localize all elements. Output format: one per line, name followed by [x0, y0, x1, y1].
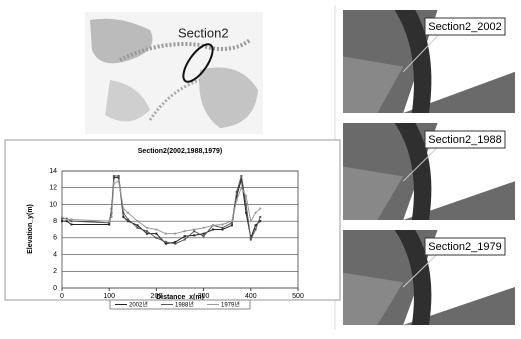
point	[193, 229, 195, 231]
point	[70, 223, 72, 225]
point	[146, 227, 148, 229]
point	[165, 241, 167, 243]
panel-label: Section2_1979	[428, 241, 501, 253]
point	[255, 229, 257, 231]
point	[108, 220, 110, 222]
point	[118, 180, 120, 182]
point	[245, 203, 247, 205]
point	[127, 212, 129, 214]
point	[255, 224, 257, 226]
point	[231, 224, 233, 226]
point	[259, 208, 261, 210]
point	[221, 227, 223, 229]
point	[137, 227, 139, 229]
y-tick-label: 6	[53, 235, 57, 242]
point	[236, 191, 238, 193]
point	[184, 230, 186, 232]
point	[240, 187, 242, 189]
point	[245, 195, 247, 197]
y-tick-label: 8	[53, 218, 57, 225]
y-tick-label: 12	[49, 185, 57, 192]
y-axis-label: Elevation_y(m)	[27, 204, 34, 254]
map-label: Section2	[178, 25, 229, 40]
point	[259, 216, 261, 218]
point	[174, 233, 176, 235]
y-tick-label: 14	[49, 168, 57, 175]
point	[255, 212, 257, 214]
point	[193, 234, 195, 236]
point	[122, 208, 124, 210]
point	[70, 218, 72, 220]
point	[212, 224, 214, 226]
point	[155, 237, 157, 239]
point	[221, 223, 223, 225]
point	[146, 233, 148, 235]
point	[113, 183, 115, 185]
panels: Section2_2002 Section2_1988 Section2_1979	[343, 10, 515, 325]
point	[61, 216, 63, 218]
y-tick-label: 0	[53, 285, 57, 292]
x-tick-label: 300	[198, 293, 210, 300]
point	[236, 199, 238, 201]
point	[155, 233, 157, 235]
figure: Section2 Section2_2002Section2_1988Secti…	[0, 0, 521, 334]
y-tick-label: 10	[49, 201, 57, 208]
x-tick-label: 0	[60, 293, 64, 300]
chart-title: Section2(2002,1988,1979)	[138, 148, 222, 155]
x-tick-label: 500	[292, 293, 304, 300]
point	[113, 175, 115, 177]
point	[184, 239, 186, 241]
point	[155, 229, 157, 231]
point	[174, 243, 176, 245]
point	[240, 175, 242, 177]
legend-label: 2002년	[129, 301, 148, 309]
legend-label: 1979년	[221, 301, 240, 309]
point	[137, 220, 139, 222]
panel-label: Section2_1988	[428, 134, 501, 146]
point	[137, 224, 139, 226]
x-tick-label: 400	[245, 293, 257, 300]
point	[165, 233, 167, 235]
point	[61, 220, 63, 222]
point	[127, 218, 129, 220]
point	[203, 235, 205, 237]
point	[111, 216, 113, 218]
point	[203, 233, 205, 235]
x-tick-label: 200	[151, 293, 163, 300]
point	[122, 212, 124, 214]
point	[66, 218, 68, 220]
point	[212, 229, 214, 231]
point	[146, 230, 148, 232]
x-tick-label: 100	[103, 293, 115, 300]
point	[250, 239, 252, 241]
point	[184, 235, 186, 237]
point	[231, 220, 233, 222]
legend-label: 1988년	[175, 301, 194, 309]
y-tick-label: 2	[53, 268, 57, 275]
y-tick-label: 4	[53, 251, 57, 258]
panel-label: Section2_2002	[428, 21, 501, 33]
map: Section2	[85, 12, 263, 134]
point	[118, 175, 120, 177]
point	[250, 220, 252, 222]
point	[122, 216, 124, 218]
point	[203, 227, 205, 229]
point	[259, 220, 261, 222]
